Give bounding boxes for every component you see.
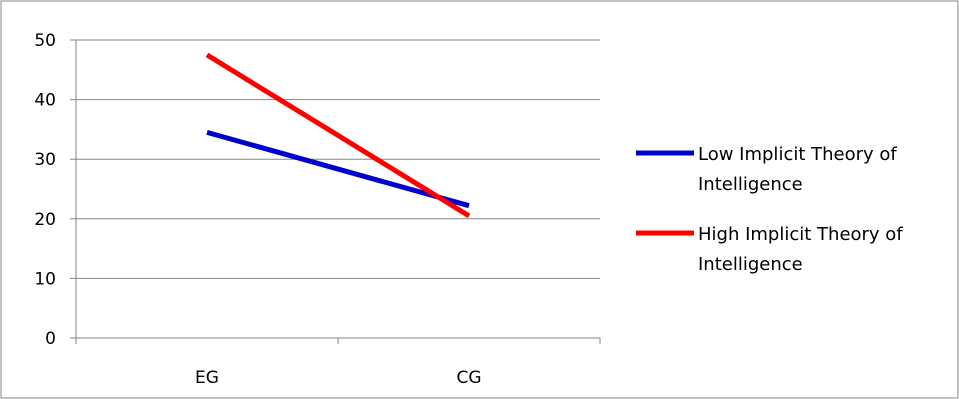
y-tick-label-20: 20 (34, 210, 56, 230)
y-axis: 0 10 20 30 40 50 (34, 31, 77, 349)
x-tick-label-eg: EG (195, 368, 219, 388)
y-tick-label-50: 50 (34, 31, 56, 51)
legend-label-high: High Implicit Theory of Intelligence (698, 224, 903, 275)
x-tick-label-cg: CG (456, 368, 481, 388)
y-tick-label-0: 0 (45, 329, 56, 349)
legend: Low Implicit Theory of Intelligence High I… (636, 144, 903, 275)
y-tick-label-30: 30 (34, 150, 56, 170)
y-tick-label-40: 40 (34, 91, 56, 111)
legend-label-low: Low Implicit Theory of Intelligence (698, 144, 897, 195)
x-axis: EG CG (75, 337, 601, 388)
series-line-low (206, 129, 470, 209)
series-line-high (205, 52, 471, 218)
gridlines (76, 39, 600, 279)
y-tick-label-10: 10 (34, 269, 56, 289)
series-lines (205, 52, 471, 218)
